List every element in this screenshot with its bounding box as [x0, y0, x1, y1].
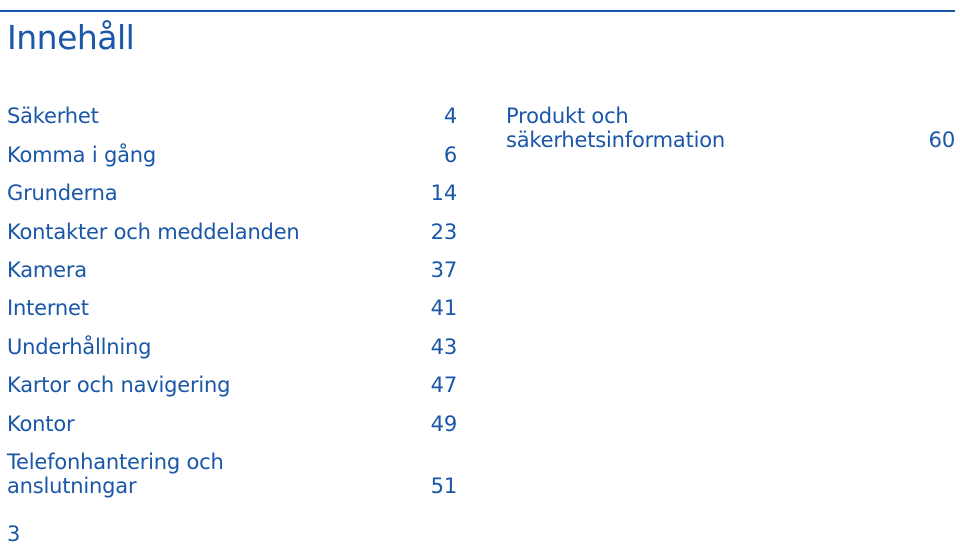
toc-entry-page: 37: [430, 257, 458, 282]
toc-entry-page: 49: [430, 411, 458, 436]
toc-entry-page: 6: [443, 142, 457, 167]
toc-entry[interactable]: Kartor och navigering 47: [7, 359, 457, 397]
toc-entry-label: Säkerhet: [7, 104, 99, 129]
toc-entry[interactable]: Kamera 37: [7, 244, 457, 282]
toc-left-column: Säkerhet 4 Komma i gång 6 Grunderna 14 K…: [7, 90, 458, 498]
toc-entry-page: 14: [430, 181, 458, 206]
toc-entry-page: 4: [443, 104, 457, 129]
toc-entry[interactable]: Produkt och säkerhetsinformation 60: [506, 90, 955, 152]
toc-entry-page: 43: [430, 334, 458, 359]
toc-entry[interactable]: Internet 41: [7, 282, 457, 320]
page-number: 3: [7, 522, 21, 546]
toc-entry-page: 60: [928, 128, 956, 152]
toc-entry-label: Underhållning: [7, 334, 152, 359]
toc-entry-label: Komma i gång: [7, 142, 156, 167]
toc-entry[interactable]: Kontor 49: [7, 397, 458, 436]
toc-entry-label: Grunderna: [7, 181, 118, 206]
toc-entry-label: Kartor och navigering: [7, 373, 231, 398]
toc-entry[interactable]: Telefonhantering och anslutningar 51: [7, 436, 457, 498]
toc-entry-label: Produkt och säkerhetsinformation: [506, 104, 726, 152]
toc-entry-label: Kamera: [7, 257, 87, 282]
page-title: Innehåll: [7, 18, 135, 57]
toc-entry[interactable]: Säkerhet 4: [7, 90, 457, 128]
toc-entry-page: 47: [430, 373, 458, 398]
toc-entry-label: Internet: [7, 296, 89, 321]
toc-entry[interactable]: Underhållning 43: [7, 320, 458, 359]
toc-entry[interactable]: Komma i gång 6: [7, 128, 457, 167]
toc-entry-page: 51: [430, 473, 458, 498]
toc-entry-label: Kontakter och meddelanden: [7, 219, 300, 244]
toc-entry[interactable]: Grunderna 14: [7, 167, 457, 205]
toc-entry-page: 23: [430, 219, 458, 244]
toc-entry-page: 41: [430, 296, 458, 321]
toc-entry[interactable]: Kontakter och meddelanden 23: [7, 205, 458, 244]
toc-entry-label: Kontor: [7, 411, 75, 436]
toc-entry-label: Telefonhantering och anslutningar: [7, 449, 224, 498]
toc-right-column: Produkt och säkerhetsinformation 60: [506, 90, 955, 152]
top-rule: [0, 10, 955, 12]
